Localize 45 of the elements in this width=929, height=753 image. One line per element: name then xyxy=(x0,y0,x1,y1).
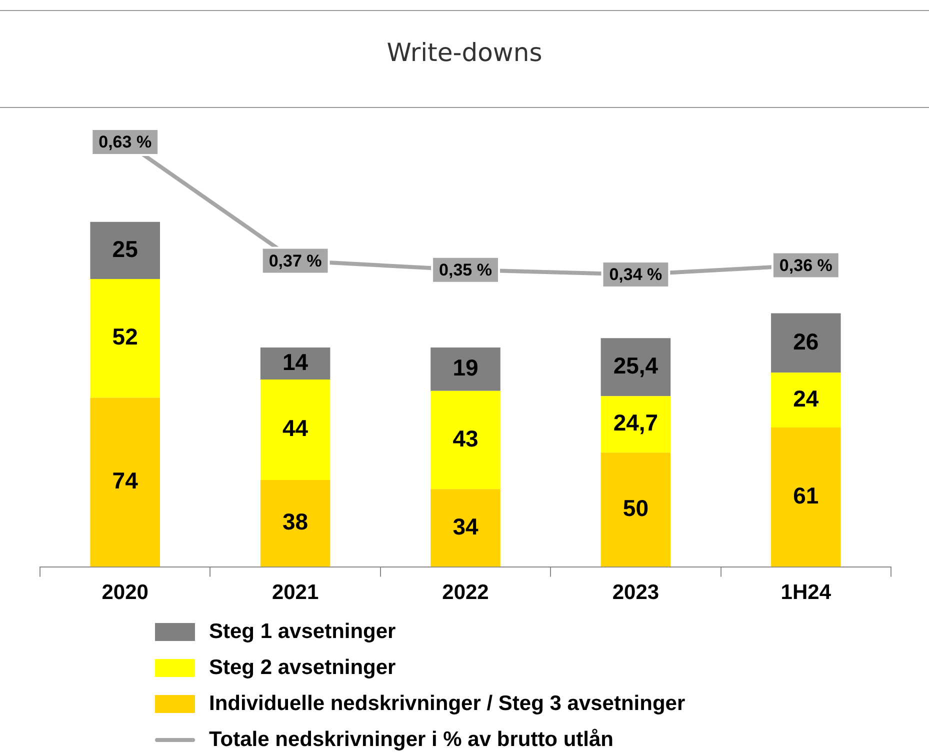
bar xyxy=(771,372,841,428)
bar xyxy=(430,489,500,567)
data-label: 43 xyxy=(452,425,478,452)
data-label: 0,36 % xyxy=(779,256,832,275)
bar xyxy=(90,398,160,567)
data-label: 74 xyxy=(112,468,138,494)
bar xyxy=(260,380,330,480)
bar xyxy=(430,390,500,490)
data-label: 61 xyxy=(793,482,819,508)
data-label: 52 xyxy=(112,324,138,350)
x-tick-label: 2022 xyxy=(442,581,489,604)
legend-label: Individuelle nedskrivninger / Steg 3 avsetninger xyxy=(209,692,686,716)
data-label: 38 xyxy=(282,508,308,535)
data-label: 0,63 % xyxy=(98,132,152,152)
data-label: 34 xyxy=(452,513,478,540)
bar xyxy=(600,338,671,396)
data-label: 50 xyxy=(622,495,648,522)
bar xyxy=(260,348,330,380)
data-label: 0,35 % xyxy=(439,260,492,280)
bar xyxy=(90,222,160,280)
data-label: 25 xyxy=(112,236,138,262)
x-tick-label: 2021 xyxy=(272,581,319,604)
bar xyxy=(600,396,671,453)
bar xyxy=(771,313,841,373)
bar xyxy=(771,427,841,567)
bar xyxy=(90,279,160,398)
legend-label: Totale nedskrivninger i % av brutto utlån xyxy=(209,728,614,752)
legend-label: Steg 1 avsetninger xyxy=(209,620,396,644)
bar xyxy=(600,452,671,567)
x-tick-label: 2023 xyxy=(612,581,660,604)
bar xyxy=(430,348,500,391)
data-label: 0,37 % xyxy=(268,251,322,270)
bar xyxy=(260,480,330,567)
data-label: 24,7 xyxy=(613,410,658,436)
data-label: 26 xyxy=(793,328,819,354)
legend-label: Steg 2 avsetninger xyxy=(209,656,396,680)
data-label: 19 xyxy=(452,354,478,381)
chart-title: Write-downs xyxy=(386,38,544,67)
data-label: 0,34 % xyxy=(609,265,662,284)
x-tick-label: 1H24 xyxy=(780,581,832,604)
x-tick-label: 2020 xyxy=(102,581,148,604)
data-label: 25,4 xyxy=(613,352,658,379)
data-label: 24 xyxy=(793,385,819,412)
data-label: 14 xyxy=(282,348,308,375)
data-label: 44 xyxy=(282,415,308,442)
